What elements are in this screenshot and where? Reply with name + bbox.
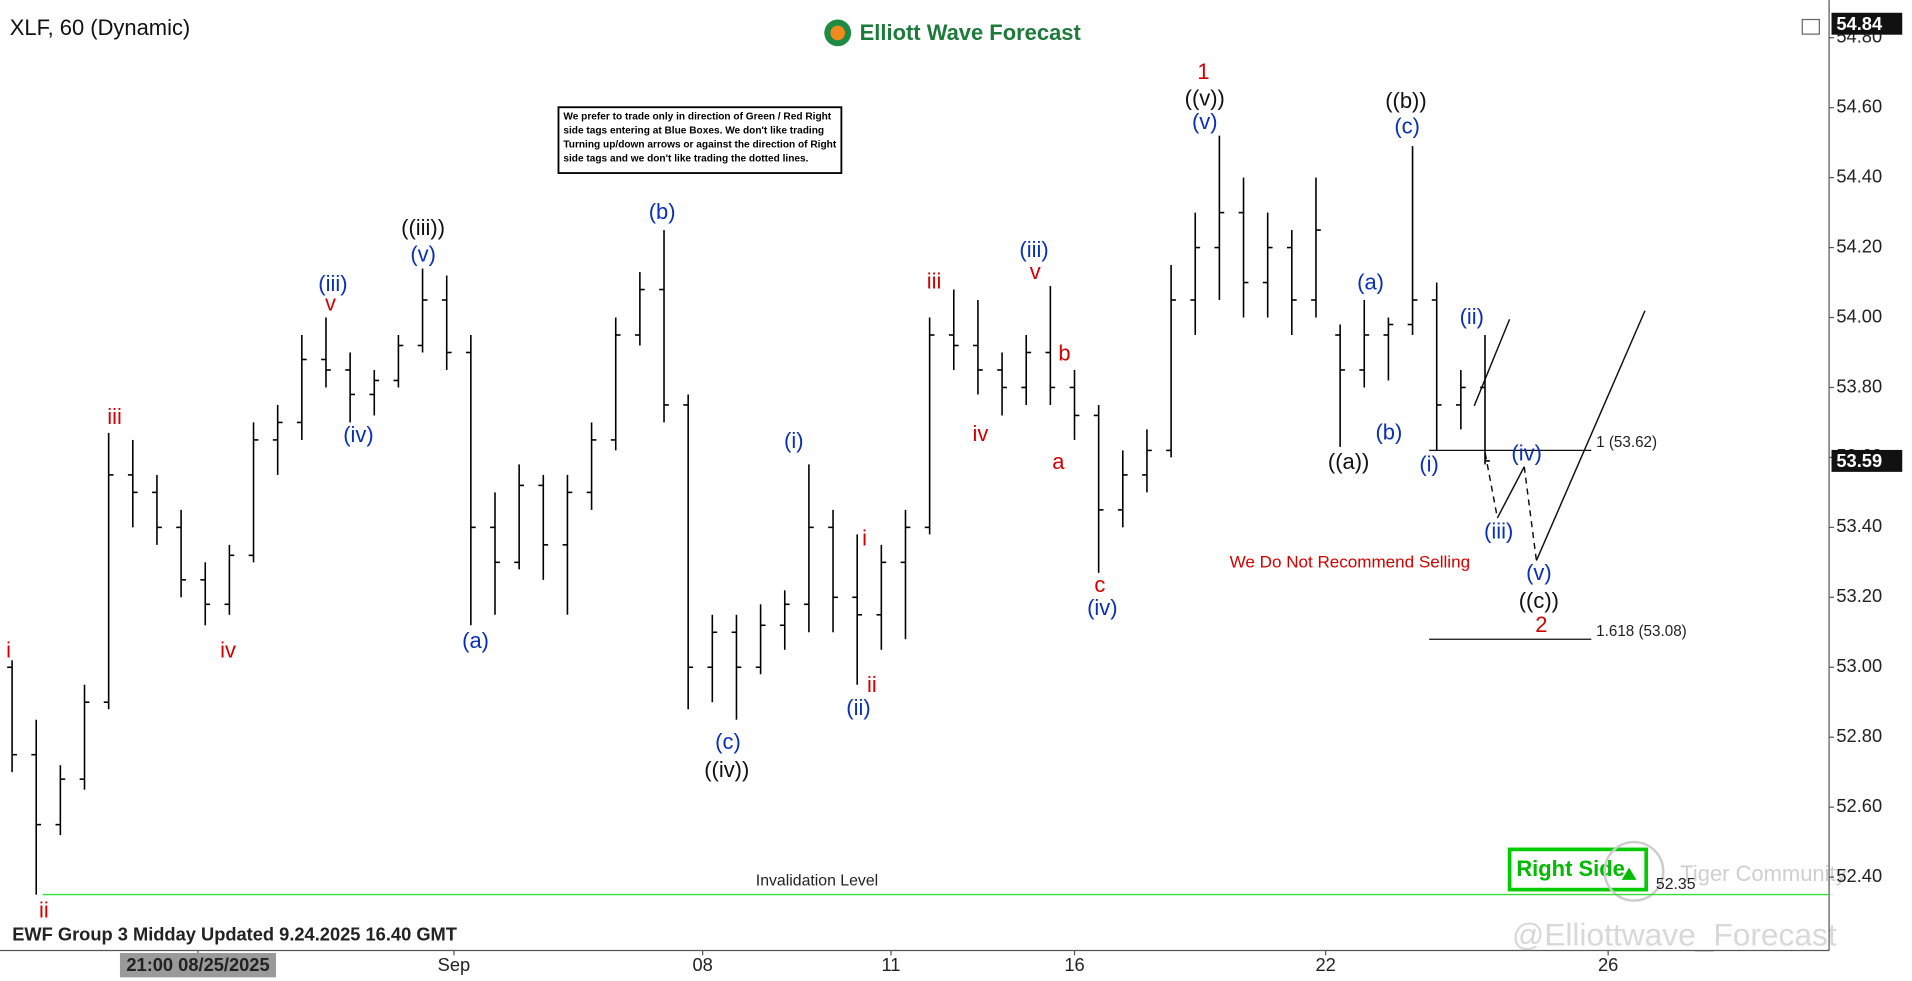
wave-label: (c) [1394, 114, 1420, 139]
wave-label: ii [867, 672, 877, 697]
wave-label: ii [39, 897, 49, 922]
wave-label: (iii) [1019, 237, 1048, 262]
wave-label: (iv) [1087, 595, 1117, 620]
y-tick-label: 53.80 [1836, 375, 1882, 396]
wave-label: (i) [784, 428, 804, 453]
x-tick-label: 26 [1598, 954, 1618, 975]
price-label: 53.59 [1836, 450, 1882, 471]
y-tick-label: 54.60 [1836, 96, 1882, 117]
wave-label: (b) [649, 199, 676, 224]
note-box [557, 106, 843, 174]
projection [1473, 310, 1646, 561]
window-icon [1801, 18, 1820, 35]
note-line: side tags and we don't like trading the … [563, 154, 808, 165]
right-side: Right Side [1516, 856, 1625, 881]
wave-label: (a) [1357, 270, 1384, 295]
projection-line [1535, 310, 1646, 561]
wave-label: ((iii)) [401, 215, 445, 240]
note-line: We prefer to trade only in direction of … [563, 112, 831, 123]
wave-label: ((c)) [1519, 588, 1559, 613]
wave-label: (v) [1192, 109, 1218, 134]
wave-label: (iv) [343, 422, 373, 447]
x-tick-label: Sep [438, 954, 471, 975]
wave-label: (iv) [1511, 440, 1541, 465]
wave-label: i [862, 526, 867, 551]
projection-line [1523, 466, 1538, 561]
y-tick-label: 53.00 [1836, 655, 1882, 676]
warning: We Do Not Recommend Selling [1230, 553, 1470, 572]
y-tick-label: 54.40 [1836, 165, 1882, 186]
price-box [1831, 449, 1903, 472]
y-tick-label: 53.20 [1836, 585, 1882, 606]
wave-label: iv [972, 421, 988, 446]
note: We prefer to trade only in direction of … [563, 112, 836, 165]
chart-title: XLF, 60 (Dynamic) [10, 15, 190, 40]
wave-label: c [1094, 572, 1105, 597]
wave-label: (ii) [846, 695, 870, 720]
logo-text: Elliott Wave Forecast [860, 20, 1082, 45]
wave-label: (c) [715, 729, 741, 754]
wave-label: a [1052, 449, 1065, 474]
wave-label: v [1030, 259, 1041, 284]
watermark: @Elliottwave_Forecast [1512, 917, 1837, 953]
footer: EWF Group 3 Midday Updated 9.24.2025 16.… [12, 924, 457, 945]
wave-label: ((b)) [1385, 88, 1426, 113]
x-tick-label: 08 [692, 954, 712, 975]
invalidation-value: 52.35 [1656, 876, 1696, 893]
projection-line [1473, 319, 1511, 407]
note-line: side tags entering at Blue Boxes. We don… [563, 126, 824, 137]
wave-label: (v) [1526, 560, 1552, 585]
logo: Elliott Wave Forecast [824, 19, 1082, 47]
y-tick-label: 52.60 [1836, 795, 1882, 816]
x-tick-label: 22 [1315, 954, 1335, 975]
logo-icon [830, 25, 846, 41]
y-tick-label: 54.00 [1836, 305, 1882, 326]
arrow-icon [1621, 867, 1637, 880]
wave-label: ((v)) [1185, 86, 1225, 111]
wave-label: v [325, 290, 336, 315]
y-tick-label: 54.20 [1836, 235, 1882, 256]
wave-label: iv [220, 638, 236, 663]
wave-label: 2 [1535, 612, 1547, 637]
right-side-box [1507, 847, 1649, 892]
wave-label: ((iv)) [704, 757, 749, 782]
wave-label: (b) [1375, 420, 1402, 445]
watermark-icon [1603, 840, 1665, 902]
invalidation-label: Invalidation Level [756, 872, 878, 889]
fib-label: 1.618 (53.08) [1596, 623, 1687, 640]
y-tick-label: 52.80 [1836, 725, 1882, 746]
fib-label: 1 (53.62) [1596, 434, 1657, 451]
wave-label: 1 [1197, 59, 1209, 84]
wave-label: (v) [410, 242, 436, 267]
wave-label: (iii) [318, 271, 347, 296]
wave-label: ((a)) [1328, 449, 1369, 474]
y-tick-label: 52.40 [1836, 865, 1882, 886]
y-tick-label: 53.40 [1836, 515, 1882, 536]
wave-label: (a) [462, 628, 489, 653]
x-tick-label: 21:00 08/25/2025 [126, 954, 269, 975]
x-tick-label: 11 [882, 954, 901, 975]
watermark: Tiger Community [1680, 861, 1846, 886]
wave-label: (iii) [1484, 518, 1513, 543]
wave-label: iii [927, 269, 942, 294]
price-label: 54.84 [1836, 13, 1883, 34]
wave-label: (ii) [1460, 304, 1484, 329]
note-line: Turning up/down arrows or against the di… [563, 140, 836, 151]
wave-label: b [1058, 340, 1070, 365]
projection-line [1496, 466, 1525, 519]
x-tick-label: 16 [1064, 954, 1084, 975]
wave-label: i [6, 638, 11, 663]
price-box [1831, 12, 1903, 35]
wave-label: iii [107, 404, 122, 429]
x-tick-highlight [119, 952, 277, 978]
wave-label: (i) [1419, 451, 1439, 476]
